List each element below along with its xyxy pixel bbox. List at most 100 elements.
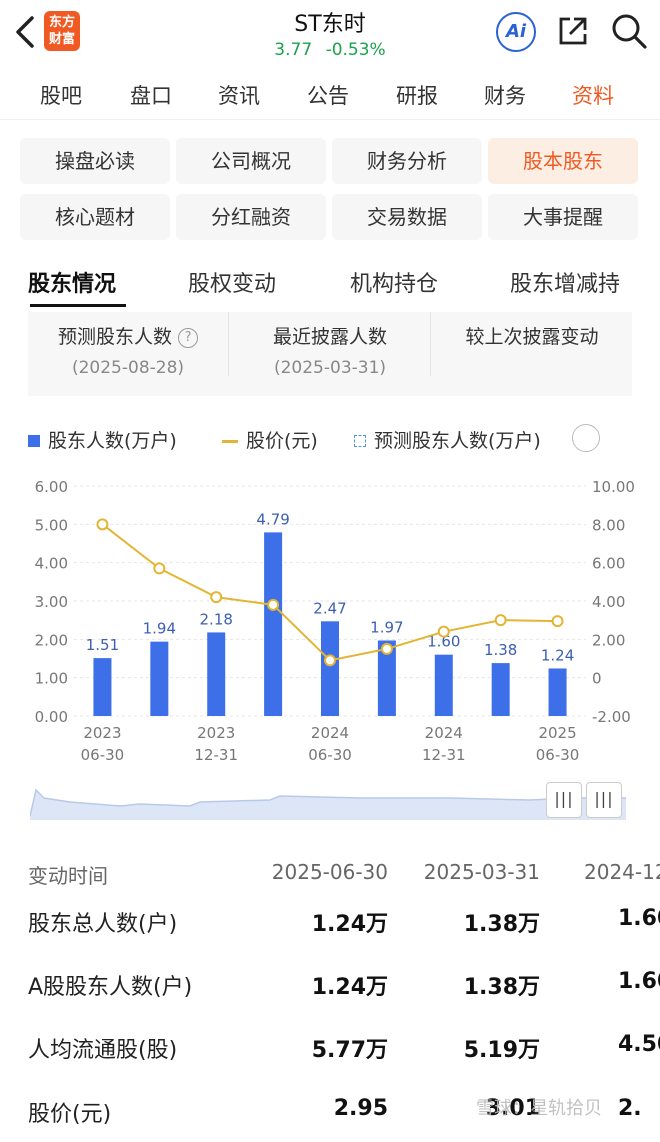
tab-research[interactable]: 研报 [396, 84, 438, 108]
search-button[interactable] [610, 12, 648, 50]
grid-item-must-read[interactable]: 操盘必读 [20, 138, 170, 184]
bar [93, 658, 112, 716]
share-button[interactable] [556, 14, 590, 48]
row-value: 1.24万 [311, 912, 388, 937]
table-header-cell: 2025-06-30 [271, 860, 388, 884]
bar [150, 641, 169, 716]
app-logo: 东方 财富 [44, 11, 80, 51]
price-point [324, 654, 336, 667]
divider [430, 312, 431, 376]
range-handle-right[interactable]: ||| [586, 782, 622, 818]
chart-legend: 股东人数(万户) 股价(元) 预测股东人数(万户) [0, 424, 660, 454]
legend-holders[interactable]: 股东人数(万户) [28, 426, 177, 453]
active-tab-indicator [30, 304, 126, 307]
divider [228, 312, 229, 376]
tab-institution-holdings[interactable]: 机构持仓 [350, 272, 439, 297]
x-tick-year: 2023 [83, 724, 121, 742]
row-value: 4.50 [618, 1032, 660, 1057]
row-value: 1.60 [618, 969, 660, 994]
row-value: 2. [618, 1096, 642, 1121]
tab-equity-change[interactable]: 股权变动 [188, 272, 277, 297]
chart-range-scroller[interactable]: ||| ||| [29, 780, 626, 820]
summary-date: (2025-08-28) [71, 358, 185, 378]
bar [548, 668, 567, 716]
y-left-tick: 0.00 [35, 708, 68, 726]
table-header-label: 变动时间 [28, 864, 108, 888]
search-icon [612, 14, 647, 49]
table-header-row: 变动时间 2025-06-30 2025-03-31 2024-12 [0, 854, 660, 894]
row-label: A股股东人数(户) [28, 975, 193, 1000]
grid-item-events[interactable]: 大事提醒 [488, 194, 638, 240]
row-value: 1.24万 [311, 975, 388, 1000]
row-label: 股价(元) [28, 1102, 112, 1127]
row-value: 5.19万 [463, 1038, 540, 1063]
tab-pankou[interactable]: 盘口 [130, 84, 172, 108]
row-value: 5.77万 [311, 1038, 388, 1063]
y-left-tick: 3.00 [35, 593, 68, 611]
tab-profile[interactable]: 资料 [572, 84, 614, 108]
row-label: 股东总人数(户) [28, 912, 178, 937]
tab-guba[interactable]: 股吧 [40, 84, 82, 108]
grid-item-trading-data[interactable]: 交易数据 [332, 194, 482, 240]
x-tick-date: 06-30 [308, 746, 352, 764]
watermark: 雪球：星轨拾贝 [476, 1098, 602, 1119]
bar-value-label: 1.38 [484, 641, 517, 659]
bar-value-label: 1.24 [541, 646, 574, 664]
summary-label: 较上次披露变动 [465, 326, 599, 348]
chevron-left-icon [16, 16, 34, 48]
legend-price[interactable]: 股价(元) [222, 426, 318, 453]
range-handle-left[interactable]: ||| [546, 782, 582, 818]
stock-change: -0.53% [325, 40, 386, 60]
x-tick-date: 06-30 [81, 746, 125, 764]
back-button[interactable] [10, 12, 40, 52]
x-tick-year: 2023 [197, 724, 235, 742]
circle-toggle-icon[interactable] [572, 424, 600, 452]
summary-date: (2025-03-31) [273, 358, 387, 378]
app-header: 东方 财富 ST东时 3.77 -0.53% Ai [0, 0, 660, 66]
bar-value-label: 4.79 [256, 510, 289, 528]
bar-value-label: 1.97 [370, 618, 403, 636]
bar-value-label: 1.60 [427, 633, 460, 651]
price-point [96, 518, 109, 531]
tab-finance[interactable]: 财务 [484, 84, 526, 108]
bar [207, 632, 226, 716]
summary-label: 预测股东人数 [57, 326, 172, 348]
tab-shareholder-status[interactable]: 股东情况 [28, 272, 117, 297]
tab-holder-changes[interactable]: 股东增减持 [510, 272, 621, 297]
bar [434, 654, 453, 716]
summary-latest: 最近披露人数 (2025-03-31) [230, 312, 430, 396]
range-preview [29, 788, 626, 820]
tab-news[interactable]: 资讯 [218, 84, 260, 108]
dashed-swatch-icon [354, 435, 366, 447]
row-value: 2.95 [333, 1096, 388, 1121]
grid-item-dividends[interactable]: 分红融资 [176, 194, 326, 240]
grid-item-fin-analysis[interactable]: 财务分析 [332, 138, 482, 184]
y-right-tick: 6.00 [592, 555, 625, 573]
summary-forecast: 预测股东人数 ? (2025-08-28) [28, 312, 228, 396]
bar-value-label: 2.47 [313, 599, 346, 617]
x-tick-year: 2025 [538, 724, 576, 742]
ai-button[interactable]: Ai [496, 12, 536, 52]
share-icon [559, 17, 587, 45]
bar [491, 663, 510, 716]
grid-item-themes[interactable]: 核心题材 [20, 194, 170, 240]
y-left-tick: 1.00 [35, 670, 68, 688]
grid-item-shareholders[interactable]: 股本股东 [488, 138, 638, 184]
main-tabs: 股吧 盘口 资讯 公告 研报 财务 资料 [0, 70, 660, 120]
bar [377, 640, 396, 716]
summary-panel: 预测股东人数 ? (2025-08-28) 最近披露人数 (2025-03-31… [28, 312, 632, 396]
help-icon[interactable]: ? [178, 328, 199, 348]
grid-item-company[interactable]: 公司概况 [176, 138, 326, 184]
y-right-tick: 0 [592, 670, 602, 688]
legend-forecast[interactable]: 预测股东人数(万户) [354, 426, 541, 453]
table-header-cell: 2025-03-31 [423, 860, 540, 884]
row-value: 1.60 [618, 906, 660, 931]
stock-quote: 3.77 -0.53% [0, 40, 660, 60]
row-label: 人均流通股(股) [28, 1038, 178, 1063]
price-point [153, 562, 166, 575]
bar-value-label: 1.51 [86, 636, 119, 654]
bar-value-label: 2.18 [200, 610, 233, 628]
tab-announcement[interactable]: 公告 [307, 84, 349, 108]
stock-title: ST东时 [294, 12, 366, 37]
y-right-tick: 10.00 [592, 478, 635, 496]
